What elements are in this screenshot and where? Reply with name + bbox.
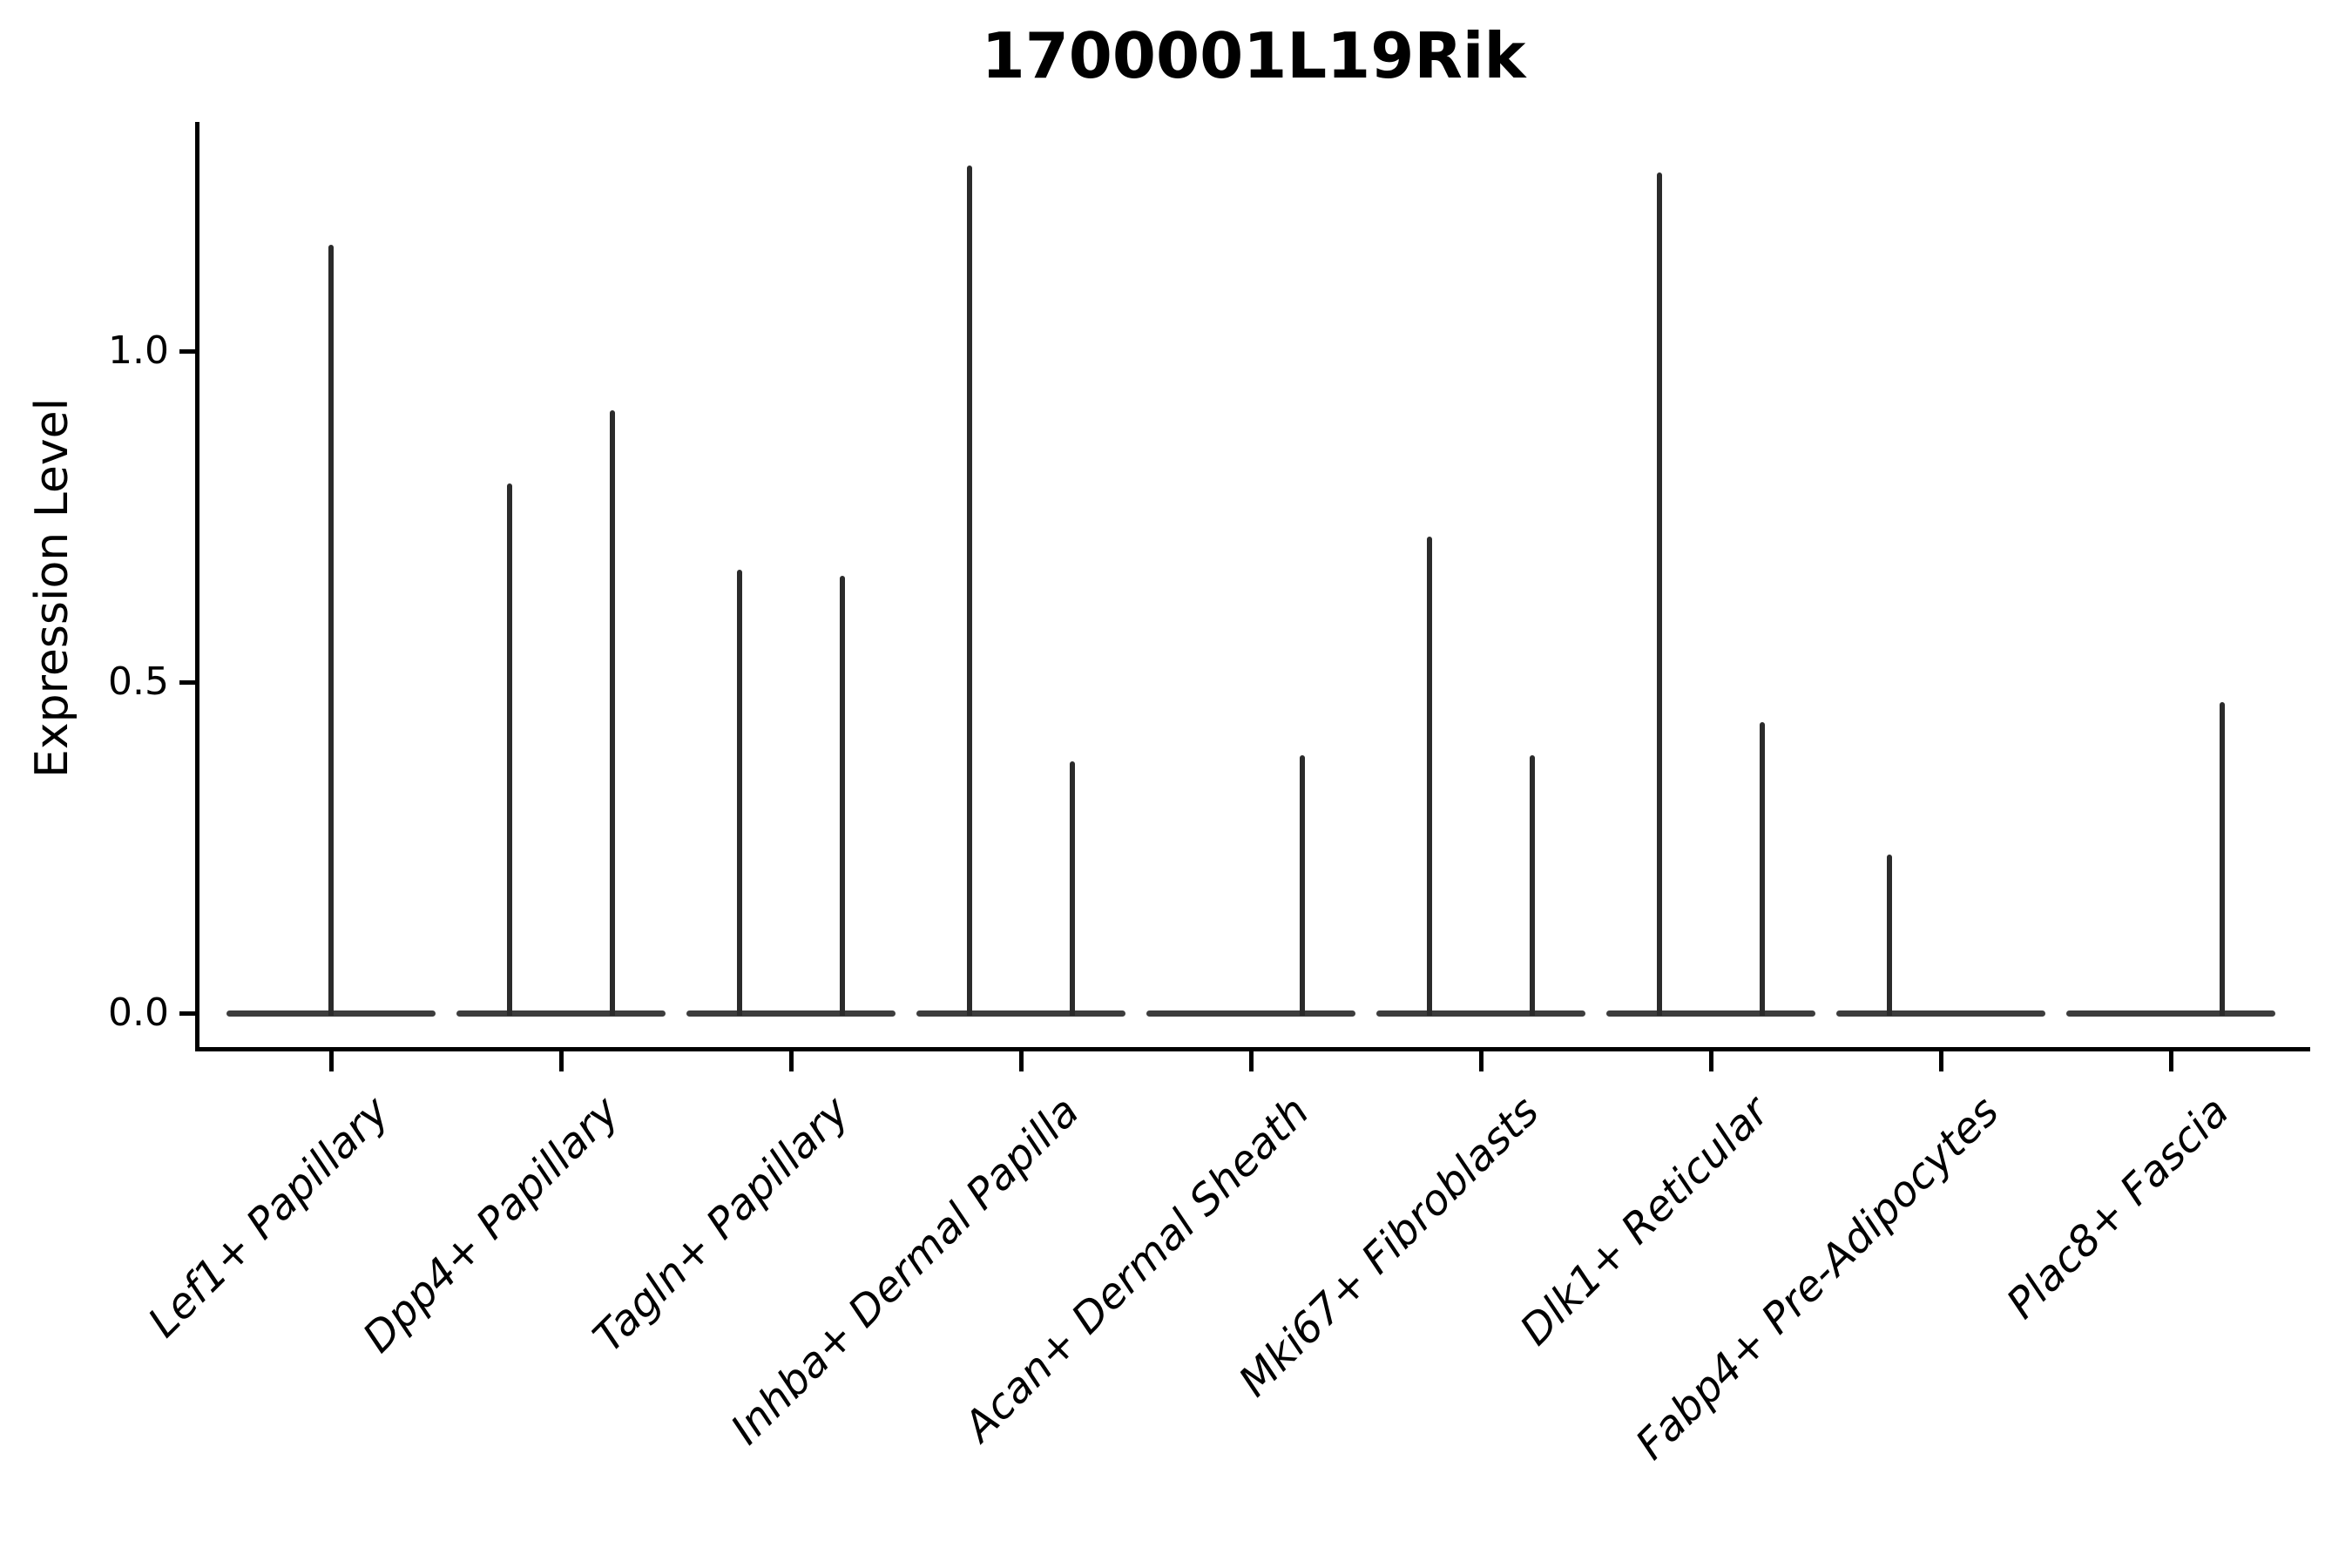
chart-title: 1700001L19Rik xyxy=(981,19,1526,92)
violin-spike-left xyxy=(737,569,742,1016)
x-tick-mark xyxy=(788,1047,794,1071)
violin-spike-left xyxy=(1427,536,1432,1016)
violin-base xyxy=(686,1010,896,1017)
violin-spike-right xyxy=(610,410,615,1016)
x-tick-mark xyxy=(1018,1047,1024,1071)
violin-spike-right xyxy=(2220,701,2225,1016)
x-tick-mark xyxy=(1248,1047,1254,1071)
violin-base xyxy=(1376,1010,1585,1017)
y-tick-mark xyxy=(179,1010,195,1016)
violin-base xyxy=(456,1010,666,1017)
violin-spike-right xyxy=(1070,761,1075,1016)
x-tick-mark xyxy=(1478,1047,1484,1071)
y-tick-label: 0.5 xyxy=(108,659,169,704)
violin-base xyxy=(2066,1010,2275,1017)
x-tick-mark xyxy=(558,1047,564,1071)
violin-spike-left xyxy=(1887,854,1892,1016)
violin-spike-left xyxy=(507,483,512,1016)
y-axis-spine xyxy=(195,122,199,1051)
violin-base xyxy=(916,1010,1125,1017)
x-tick-mark xyxy=(1938,1047,1943,1071)
y-tick-label: 0.0 xyxy=(108,990,169,1035)
violin-spike-left xyxy=(967,166,972,1016)
violin-spike-right xyxy=(1760,721,1765,1016)
violin-spike-right xyxy=(1530,754,1535,1016)
x-tick-mark xyxy=(2168,1047,2173,1071)
violin-spike-center xyxy=(328,245,334,1016)
violin-base xyxy=(1836,1010,2045,1017)
violin-spike-left xyxy=(1657,172,1662,1016)
violin-spike-right xyxy=(1300,754,1305,1016)
x-tick-mark xyxy=(1708,1047,1713,1071)
y-tick-mark xyxy=(179,348,195,354)
violin-spike-right xyxy=(840,576,845,1016)
y-tick-mark xyxy=(179,679,195,685)
violin-base xyxy=(1606,1010,1815,1017)
y-tick-label: 1.0 xyxy=(108,328,169,373)
violin-base xyxy=(1146,1010,1355,1017)
x-tick-mark xyxy=(328,1047,334,1071)
